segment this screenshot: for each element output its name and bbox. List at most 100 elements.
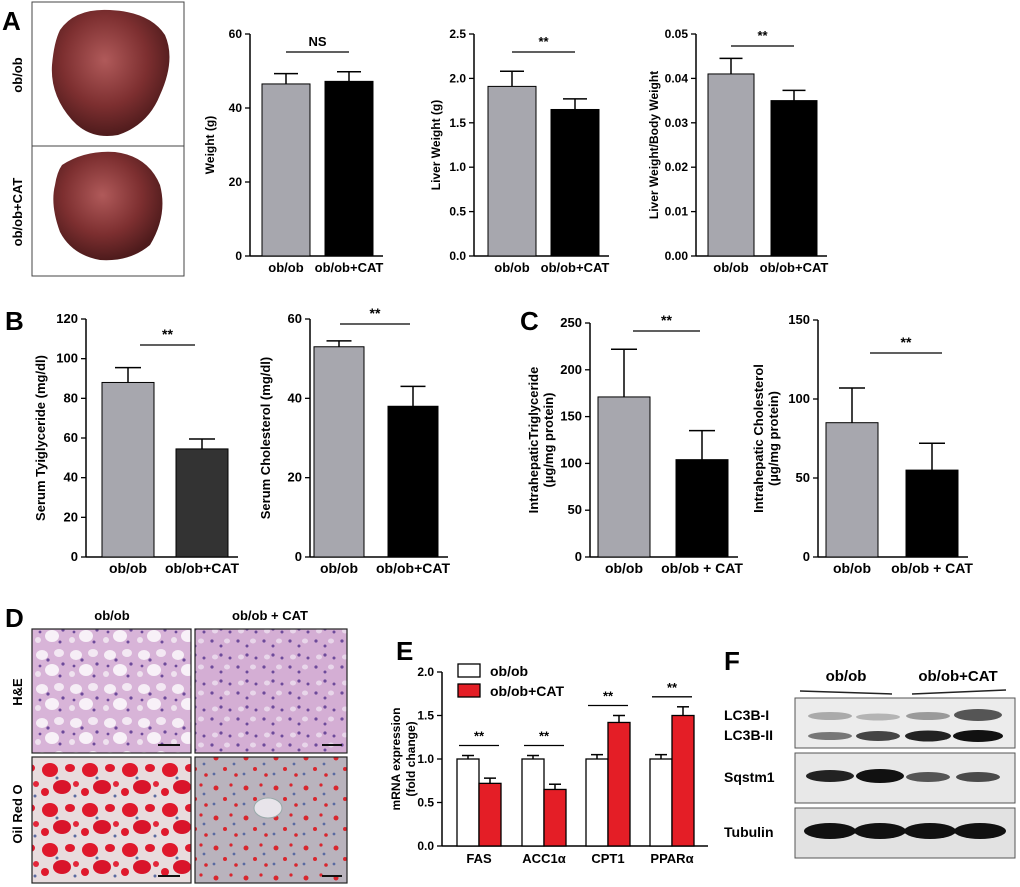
bar	[521, 758, 545, 847]
oil-red-image-ob-ob	[31, 756, 192, 884]
x-tick-label: ob/ob+CAT	[376, 560, 450, 576]
x-tick-label: ob/ob	[109, 560, 147, 576]
chart-liver-weight: 0.0 0.5 1.0 1.5 2.0 2.5 ob/ob ob/ob+CAT ** Liver …	[429, 27, 609, 275]
x-tick-label: PPARα	[650, 851, 693, 866]
y-tick-label: 60	[288, 311, 302, 326]
y-tick-label: 60	[64, 430, 78, 445]
chart-liver-body-ratio: 0.00 0.01 0.02 0.03 0.04 0.05 ob/ob ob/ob+CAT **…	[647, 27, 828, 275]
histology-col-label-ob-ob: ob/ob	[94, 608, 129, 623]
x-tick-label: ob/ob	[494, 260, 529, 275]
significance-label: **	[370, 305, 381, 321]
y-tick-label: 0.5	[417, 796, 434, 810]
bar	[543, 788, 567, 847]
bar	[487, 85, 537, 257]
significance-label: **	[757, 28, 768, 43]
western-blot: ob/ob ob/ob+CAT LC3B-I LC3B-II Sqstm1 Tu…	[724, 668, 1016, 859]
blot-group-label-ob-ob-cat: ob/ob+CAT	[918, 668, 997, 685]
x-tick-label: ob/ob+CAT	[165, 560, 239, 576]
liver-photo-ob-ob-cat	[53, 151, 163, 261]
blot-row-label-lc3b-ii: LC3B-II	[724, 727, 773, 743]
panel-label-b: B	[5, 306, 24, 336]
y-tick-label: 0.01	[665, 205, 689, 219]
y-tick-label: 1.0	[449, 160, 466, 174]
x-tick-label: ob/ob + CAT	[661, 560, 743, 576]
bar	[313, 346, 365, 558]
y-axis-label: (µg/mg protein)	[541, 393, 556, 488]
histology-row-label-oil-red-o: Oil Red O	[10, 784, 25, 843]
y-axis-label: IntrahepaticTriglyceride	[526, 367, 541, 514]
x-tick-label: ob/ob+CAT	[760, 260, 829, 275]
blot-group-label-ob-ob: ob/ob	[826, 668, 867, 685]
significance-label: NS	[308, 34, 326, 49]
y-tick-label: 1.5	[417, 709, 434, 723]
bar	[649, 758, 673, 847]
y-tick-label: 0.02	[665, 160, 689, 174]
x-tick-label: ob/ob	[713, 260, 748, 275]
significance-label: **	[901, 334, 912, 350]
significance-label: **	[667, 680, 678, 695]
y-tick-label: 0.5	[449, 205, 466, 219]
y-tick-label: 250	[560, 315, 582, 330]
y-axis-label: Serum Tyiglyceride (mg/dl)	[33, 355, 48, 521]
x-tick-label: ob/ob	[268, 260, 303, 275]
bar	[387, 405, 439, 558]
y-tick-label: 120	[56, 311, 78, 326]
y-axis-label: Weight (g)	[203, 116, 217, 174]
panel-label-f: F	[724, 646, 740, 676]
x-tick-label: ACC1α	[522, 851, 565, 866]
liver-photo-group: ob/ob ob/ob+CAT	[10, 1, 185, 277]
legend-label: ob/ob	[490, 663, 528, 679]
chart-intrahepatic-cholesterol: 0 50 100 150 ob/ob ob/ob + CAT ** Intrahepatic …	[751, 312, 973, 576]
x-tick-label: ob/ob	[605, 560, 643, 576]
y-tick-label: 20	[288, 470, 302, 485]
photo-label-ob-ob-cat: ob/ob+CAT	[10, 178, 25, 247]
y-axis-label: Intrahepatic Cholesterol	[751, 364, 766, 513]
blot-row-label-tubulin: Tubulin	[724, 824, 774, 840]
x-tick-label: ob/ob	[833, 560, 871, 576]
y-tick-label: 0	[71, 549, 78, 564]
significance-label: **	[162, 326, 173, 342]
bar	[175, 448, 229, 558]
histology-row-label-he: H&E	[10, 678, 25, 706]
y-tick-label: 0.0	[449, 249, 466, 263]
y-tick-label: 80	[64, 390, 78, 405]
significance-label: **	[538, 34, 549, 49]
he-image-ob-ob	[31, 628, 192, 754]
y-tick-label: 100	[788, 391, 810, 406]
legend-label: ob/ob+CAT	[490, 683, 564, 699]
x-tick-label: ob/ob+CAT	[315, 260, 384, 275]
y-axis-label: Liver Weight/Body Weight	[647, 71, 661, 219]
significance-label: **	[474, 729, 485, 744]
panel-label-d: D	[5, 603, 24, 633]
y-tick-label: 0	[295, 549, 302, 564]
y-tick-label: 20	[64, 509, 78, 524]
bar	[825, 422, 879, 558]
y-tick-label: 40	[229, 101, 243, 115]
bar	[607, 721, 631, 847]
bar	[456, 758, 480, 847]
bar	[597, 396, 651, 558]
y-tick-label: 200	[560, 362, 582, 377]
x-tick-label: ob/ob+CAT	[541, 260, 610, 275]
y-tick-label: 1.5	[449, 116, 466, 130]
y-axis-label: Serum Cholesterol (mg/dl)	[258, 357, 273, 520]
chart-mrna-expression: 0.0 0.5 1.0 1.5 2.0 ** FAS ** ACC1α ** CPT1 ** PPARα…	[389, 663, 708, 866]
blot-row-label-lc3b-i: LC3B-I	[724, 707, 769, 723]
y-tick-label: 2.5	[449, 27, 466, 41]
liver-photo-ob-ob	[51, 9, 170, 137]
central-vein	[253, 797, 283, 819]
he-image-ob-ob-cat	[194, 628, 348, 754]
significance-label: **	[603, 689, 614, 704]
y-tick-label: 50	[568, 502, 582, 517]
oil-red-image-ob-ob-cat	[194, 756, 348, 884]
significance-label: **	[539, 729, 550, 744]
y-tick-label: 0	[803, 549, 810, 564]
y-tick-label: 0.03	[665, 116, 689, 130]
histology-grid: ob/ob ob/ob + CAT H&E Oil Red O	[10, 608, 348, 884]
x-tick-label: ob/ob + CAT	[891, 560, 973, 576]
bar	[905, 469, 959, 558]
y-tick-label: 40	[64, 470, 78, 485]
chart-serum-cholesterol: 0 20 40 60 ob/ob ob/ob+CAT ** Serum Cholesterol…	[258, 305, 450, 576]
bar	[101, 381, 155, 558]
